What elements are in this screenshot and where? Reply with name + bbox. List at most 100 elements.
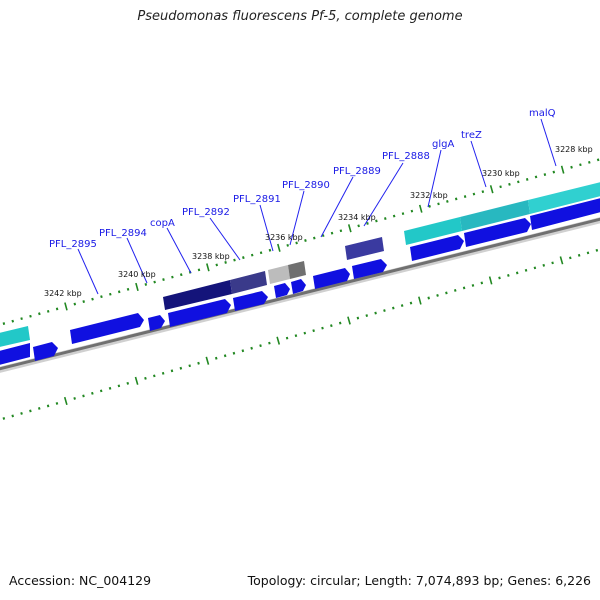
inner-minor-tick (144, 376, 147, 380)
inner-minor-tick (55, 402, 59, 405)
scale-label-3242: 3242 kbp (44, 289, 82, 298)
cds-arrow-PFL_2889[interactable] (313, 268, 350, 289)
inner-minor-tick (356, 316, 360, 320)
inner-minor-tick (480, 281, 484, 285)
inner-minor-tick (330, 324, 333, 328)
inner-minor-tick (91, 391, 94, 395)
inner-minor-tick (11, 414, 14, 418)
outer-minor-tick (153, 280, 156, 284)
inner-minor-tick (533, 266, 537, 270)
gene-label-treZ[interactable]: treZ (461, 130, 482, 141)
scale-label-3230: 3230 kbp (482, 169, 520, 178)
gene-label-PFL_2894[interactable]: PFL_2894 (99, 228, 147, 239)
cog-feature-copA[interactable] (163, 280, 232, 310)
outer-minor-tick (224, 261, 227, 264)
inner-minor-tick (250, 346, 253, 350)
scale-labels: 3242 kbp 3240 kbp 3238 kbp 3236 kbp 3234… (44, 145, 593, 298)
gene-label-PFL_2888[interactable]: PFL_2888 (382, 151, 430, 162)
cog-feature-PFL_2891[interactable] (268, 265, 290, 284)
outer-major-tick (489, 185, 494, 194)
gene-label-copA[interactable]: copA (150, 218, 175, 229)
inner-minor-tick (462, 286, 466, 290)
gene-label-glgA[interactable]: glgA (432, 139, 454, 150)
inner-minor-tick (99, 389, 103, 393)
cog-feature-PFL_2890[interactable] (288, 261, 306, 279)
cog-feature-copA-b[interactable] (230, 271, 267, 294)
scale-label-3238: 3238 kbp (192, 252, 230, 261)
cds-arrow-PFL_2894[interactable] (148, 315, 165, 331)
cds-arrow-glgA[interactable] (410, 235, 464, 261)
cog-feature-PFL_2888[interactable] (345, 237, 384, 260)
gene-label-PFL_2889[interactable]: PFL_2889 (333, 166, 381, 177)
inner-minor-tick (471, 284, 475, 287)
outer-minor-tick (179, 273, 183, 277)
outer-tick-band (2, 158, 600, 325)
inner-minor-tick (29, 409, 32, 413)
outer-minor-tick (82, 300, 85, 303)
outer-minor-tick (525, 178, 529, 181)
outer-minor-tick (410, 209, 414, 213)
cds-arrow-copA[interactable] (168, 299, 231, 327)
cog-feature-treZ[interactable] (460, 200, 530, 231)
gene-label-PFL_2890[interactable]: PFL_2890 (282, 180, 330, 191)
cds-arrow-PFL_2890[interactable] (291, 279, 306, 294)
inner-minor-tick (577, 253, 581, 257)
outer-minor-tick (286, 243, 289, 247)
outer-major-tick (135, 282, 139, 292)
cds-arrow-PFL_2892[interactable] (233, 291, 268, 311)
inner-minor-tick (153, 374, 156, 378)
cds-arrow-1[interactable] (33, 342, 58, 361)
inner-minor-tick (321, 326, 324, 330)
outer-minor-tick (321, 234, 325, 238)
inner-minor-tick (285, 336, 289, 340)
cog-feature-glgA[interactable] (404, 217, 462, 245)
scale-label-3234: 3234 kbp (338, 213, 376, 222)
inner-minor-tick (117, 384, 121, 388)
inner-minor-tick (498, 276, 501, 280)
inner-major-tick (418, 296, 422, 305)
cds-arrow-PFL_2888[interactable] (352, 259, 387, 279)
scale-label-3228: 3228 kbp (555, 145, 593, 154)
outer-minor-tick (295, 241, 298, 245)
gene-label-malQ[interactable]: malQ (529, 108, 556, 119)
gene-label-PFL_2891[interactable]: PFL_2891 (233, 194, 281, 205)
cds-arrow-0[interactable] (0, 343, 30, 366)
cds-arrow-PFL_2895[interactable] (70, 313, 144, 344)
outer-minor-tick (29, 314, 32, 318)
inner-major-tick (559, 256, 564, 265)
cog-feature-malQ[interactable] (528, 181, 600, 214)
outer-minor-tick (259, 251, 263, 255)
inner-major-tick (488, 276, 493, 285)
outer-major-tick (418, 204, 423, 213)
outer-minor-tick (100, 295, 103, 299)
outer-major-tick (277, 243, 281, 252)
cds-arrow-PFL_2891[interactable] (274, 283, 290, 298)
outer-minor-tick (366, 221, 369, 225)
inner-minor-tick (303, 331, 307, 335)
gene-label-PFL_2895[interactable]: PFL_2895 (49, 239, 97, 250)
inner-minor-tick (241, 349, 245, 353)
cds-arrow-treZ[interactable] (464, 218, 531, 247)
outer-minor-tick (428, 204, 431, 208)
gene-label-PFL_2892[interactable]: PFL_2892 (182, 207, 230, 218)
inner-major-tick (276, 336, 281, 345)
outer-minor-tick (73, 302, 77, 306)
cds-arrow-malQ[interactable] (530, 197, 600, 230)
cog-track (0, 181, 600, 348)
inner-minor-tick (37, 407, 41, 410)
inner-minor-tick (392, 306, 395, 310)
scale-label-3232: 3232 kbp (410, 191, 448, 200)
accession-text: Accession: NC_004129 (9, 573, 152, 588)
outer-minor-tick (499, 185, 502, 189)
outer-major-tick (347, 224, 352, 233)
outer-minor-tick (197, 268, 201, 272)
outer-minor-tick (481, 190, 485, 194)
inner-minor-tick (507, 274, 510, 277)
inner-minor-tick (179, 366, 183, 370)
outer-minor-tick (46, 309, 50, 313)
inner-minor-tick (569, 256, 572, 260)
outer-minor-tick (144, 283, 148, 286)
outer-minor-tick (446, 200, 449, 203)
cog-feature-left[interactable] (0, 326, 30, 348)
inner-minor-tick (108, 386, 112, 390)
